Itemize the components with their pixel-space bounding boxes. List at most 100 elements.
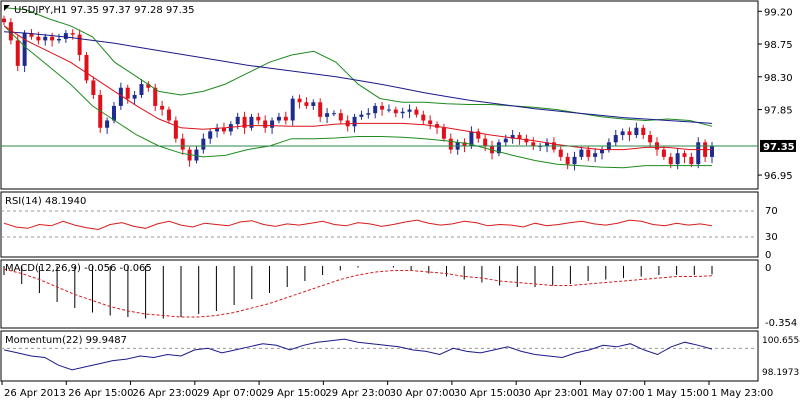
price-axis: 99.20 98.75 98.30 97.85 96.95 — [758, 7, 793, 182]
candle — [22, 30, 27, 73]
momentum-panel[interactable]: Momentum(22) 99.9487 100.6554 98.1973 — [0, 330, 800, 382]
macd-histogram — [3, 266, 713, 319]
time-tick-label: 30 Apr 15:00 — [454, 388, 519, 399]
candle — [441, 123, 446, 142]
candle — [689, 152, 694, 168]
candle — [283, 111, 288, 125]
candle — [366, 108, 371, 119]
candle — [118, 82, 123, 110]
candle — [318, 98, 323, 122]
candle — [304, 97, 309, 109]
price-tag: 97.35 — [760, 139, 796, 153]
candle — [325, 108, 330, 124]
candle — [531, 137, 536, 150]
candle — [166, 106, 171, 124]
candle — [56, 33, 61, 44]
time-tick-label: 26 Apr 15:00 — [68, 388, 133, 399]
time-axis: 26 Apr 2013 26 Apr 15:00 26 Apr 23:00 29 Ap… — [1, 381, 773, 399]
price-tick-label: 98.75 — [764, 40, 793, 51]
rsi-panel[interactable]: RSI(14) 48.1940 70 30 0 — [0, 191, 778, 261]
time-tick-label: 30 Apr 23:00 — [518, 388, 583, 399]
candle — [36, 31, 41, 45]
candle — [77, 29, 82, 62]
candle — [469, 126, 474, 149]
candle — [510, 129, 515, 144]
candle — [682, 150, 687, 164]
time-tick-label: 1 May 23:00 — [711, 388, 773, 399]
macd-tick-zero: 0 — [765, 263, 771, 274]
candle — [641, 124, 646, 140]
rsi-tick-0: 0 — [765, 250, 771, 261]
momentum-panel-frame — [0, 330, 759, 382]
candle — [91, 76, 96, 100]
candle — [696, 137, 701, 169]
candle — [476, 128, 481, 143]
rsi-line — [3, 219, 713, 231]
candle — [50, 32, 55, 47]
candle — [565, 152, 570, 170]
momentum-tick-min: 98.1973 — [762, 368, 799, 378]
candle — [435, 121, 440, 134]
macd-panel[interactable]: MACD(12,26,9) -0.056 -0.065 0 -0.354 — [0, 259, 797, 329]
candle — [414, 106, 419, 118]
price-tag-label: 97.35 — [763, 142, 795, 153]
time-tick-label: 30 Apr 07:00 — [390, 388, 455, 399]
candle — [558, 146, 563, 161]
candle — [139, 78, 144, 98]
candle — [84, 52, 89, 84]
candle — [221, 122, 226, 135]
main-price-panel[interactable]: USDJPY,H1 97.35 97.37 97.28 97.35 99.209… — [0, 0, 796, 190]
candle — [173, 116, 178, 143]
candle — [208, 128, 213, 144]
candle — [242, 111, 247, 134]
candle — [29, 29, 34, 40]
candle — [620, 128, 625, 141]
candles-group — [2, 15, 714, 171]
price-tick-label: 96.95 — [764, 171, 793, 182]
macd-panel-frame — [0, 259, 759, 329]
candle — [201, 133, 206, 154]
candle — [290, 95, 295, 126]
candle — [421, 110, 426, 125]
candle — [600, 146, 605, 160]
price-tick-label: 97.85 — [764, 106, 793, 117]
momentum-tick-max: 100.6554 — [762, 336, 800, 346]
candle — [311, 99, 316, 110]
time-tick-label: 29 Apr 23:00 — [325, 388, 390, 399]
candle — [627, 127, 632, 142]
candle — [428, 115, 433, 130]
ma-slow-line — [3, 31, 713, 124]
candle — [276, 112, 281, 124]
candle — [263, 115, 268, 133]
rsi-tick-70: 70 — [765, 206, 778, 217]
candle — [634, 122, 639, 138]
time-tick-label: 29 Apr 15:00 — [261, 388, 326, 399]
price-tick-label: 98.30 — [764, 73, 793, 84]
candle — [386, 104, 391, 113]
main-panel-title: USDJPY,H1 97.35 97.37 97.28 97.35 — [14, 5, 195, 16]
macd-signal-line — [3, 268, 713, 318]
candle — [359, 110, 364, 120]
candle — [400, 107, 405, 119]
rsi-panel-frame — [0, 191, 759, 258]
candle — [215, 123, 220, 138]
candle — [180, 133, 185, 155]
candle — [160, 100, 165, 116]
candle — [125, 84, 130, 104]
time-tick-label: 1 May 15:00 — [647, 388, 709, 399]
candle — [2, 15, 6, 26]
macd-panel-title: MACD(12,26,9) -0.056 -0.065 — [5, 263, 152, 274]
candle — [43, 33, 48, 46]
candle — [448, 133, 453, 154]
rsi-tick-30: 30 — [765, 232, 778, 243]
candle — [132, 90, 137, 105]
symbol-menu-icon[interactable] — [4, 5, 10, 11]
main-panel-frame — [0, 0, 759, 190]
momentum-line — [3, 338, 713, 371]
rsi-panel-title: RSI(14) 48.1940 — [5, 196, 86, 207]
candle — [613, 129, 618, 147]
candle — [153, 83, 158, 112]
candle — [648, 131, 653, 148]
